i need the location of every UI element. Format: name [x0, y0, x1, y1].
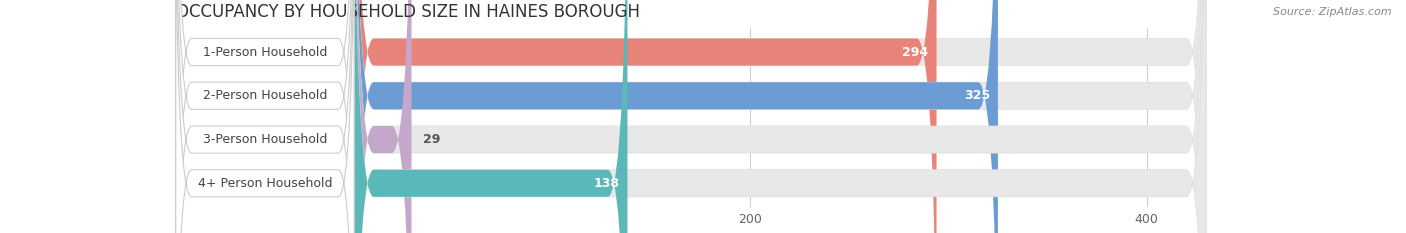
Text: OCCUPANCY BY HOUSEHOLD SIZE IN HAINES BOROUGH: OCCUPANCY BY HOUSEHOLD SIZE IN HAINES BO…	[176, 3, 640, 21]
Text: 294: 294	[903, 45, 928, 58]
Text: 3-Person Household: 3-Person Household	[202, 133, 328, 146]
FancyBboxPatch shape	[354, 0, 1206, 233]
Text: 4+ Person Household: 4+ Person Household	[198, 177, 332, 190]
FancyBboxPatch shape	[354, 0, 1206, 233]
Text: 325: 325	[965, 89, 990, 102]
FancyBboxPatch shape	[354, 0, 627, 233]
FancyBboxPatch shape	[354, 0, 1206, 233]
Text: 1-Person Household: 1-Person Household	[202, 45, 328, 58]
FancyBboxPatch shape	[176, 0, 354, 233]
FancyBboxPatch shape	[354, 0, 936, 233]
FancyBboxPatch shape	[354, 0, 412, 233]
FancyBboxPatch shape	[176, 0, 354, 233]
FancyBboxPatch shape	[354, 0, 998, 233]
FancyBboxPatch shape	[354, 0, 1206, 233]
Text: 138: 138	[593, 177, 620, 190]
FancyBboxPatch shape	[176, 0, 354, 233]
Text: 29: 29	[423, 133, 440, 146]
Text: Source: ZipAtlas.com: Source: ZipAtlas.com	[1274, 7, 1392, 17]
FancyBboxPatch shape	[176, 0, 354, 233]
Text: 2-Person Household: 2-Person Household	[202, 89, 328, 102]
